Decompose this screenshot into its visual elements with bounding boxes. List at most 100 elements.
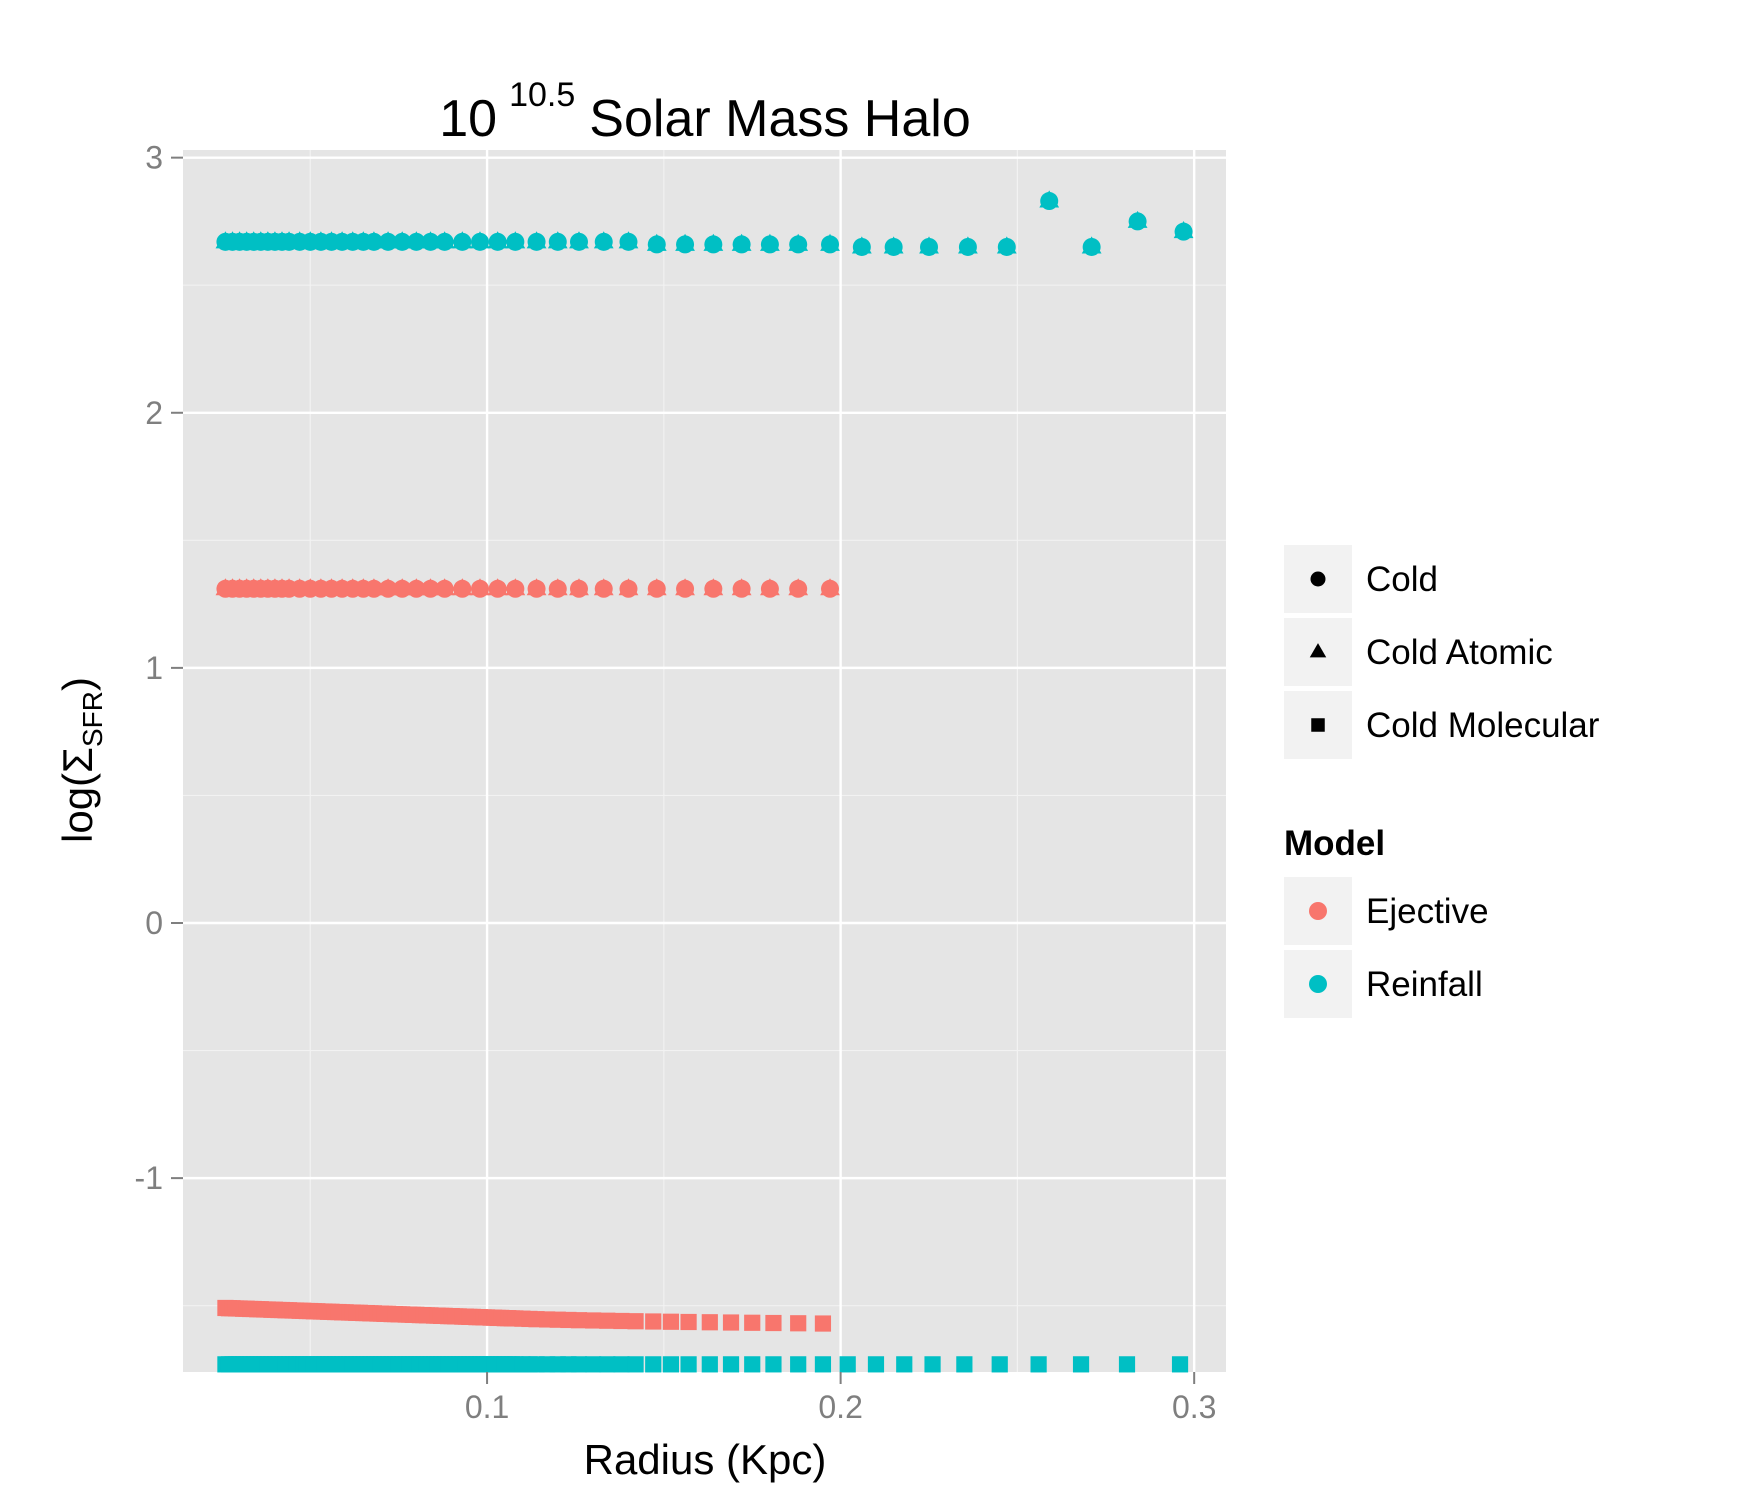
y-axis-title: log(ΣSFR) [54,677,108,843]
legend-color-label: Ejective [1366,892,1489,931]
ejective-cold-atomic-point [593,578,614,596]
ejective-cold-molecular-point [744,1314,761,1331]
ejective-cold-molecular-point [599,1312,616,1329]
reinfall-cold-molecular-point [991,1356,1008,1373]
y-axis-title-suffix: ) [54,677,101,691]
reinfall-cold-molecular-point [599,1356,616,1373]
reinfall-cold-molecular-point [570,1356,588,1373]
legend-triangle-icon [1309,643,1327,658]
ejective-cold-atomic-point [526,578,547,596]
reinfall-cold-atomic-point [406,231,427,249]
legend-color-swatch [1309,902,1327,920]
legend-shape-label: Cold Atomic [1366,633,1553,672]
ejective-cold-atomic-point [434,578,455,596]
ejective-cold-atomic-point [487,578,508,596]
reinfall-cold-molecular-point [867,1356,885,1373]
y-axis: -1 0 1 2 3 [135,140,183,1196]
y-tick-label: 1 [145,650,163,686]
reinfall-cold-atomic-point [378,231,398,249]
reinfall-cold-atomic-point [919,236,939,254]
ejective-cold-atomic-point [618,578,639,596]
ejective-cold-molecular-point [680,1313,697,1331]
reinfall-cold-atomic-point [646,233,667,251]
ejective-cold-molecular-point [765,1314,782,1332]
ejective-cold-atomic-point [788,578,809,596]
reinfall-cold-molecular-point [896,1356,913,1373]
ejective-cold-atomic-point [452,578,473,596]
reinfall-cold-molecular-point [722,1356,740,1373]
ejective-cold-atomic-point [675,578,695,596]
reinfall-cold-atomic-point [420,231,441,249]
ejective-cold-molecular-point [722,1314,740,1331]
reinfall-cold-atomic-point [731,233,752,251]
title-exponent: 10.5 [509,76,575,114]
reinfall-cold-atomic-point [703,233,724,251]
reinfall-cold-atomic-point [434,231,455,249]
reinfall-cold-atomic-point [820,233,840,251]
ejective-cold-molecular-point [627,1313,644,1330]
ejective-cold-atomic-point [505,578,526,596]
reinfall-cold-atomic-point [788,233,809,251]
reinfall-cold-atomic-point [760,233,780,251]
y-axis-title-prefix: log( [54,773,101,843]
reinfall-cold-molecular-point [1118,1356,1136,1373]
x-axis-title: Radius (Kpc) [584,1436,827,1483]
ejective-cold-atomic-point [646,578,667,596]
ejective-cold-atomic-point [392,578,413,596]
title-base: 10 [439,90,497,148]
reinfall-cold-atomic-point [487,231,508,249]
title-rest: Solar Mass Halo [589,90,970,148]
reinfall-cold-molecular-point [680,1356,697,1373]
reinfall-cold-molecular-point [765,1356,782,1373]
plot-panel [183,150,1226,1372]
reinfall-cold-atomic-point [1039,190,1060,208]
reinfall-cold-atomic-point [526,231,547,249]
ejective-cold-atomic-point [364,578,384,596]
reinfall-cold-atomic-point [958,236,978,254]
reinfall-cold-atomic-point [996,236,1017,254]
ejective-cold-atomic-point [470,578,490,596]
y-tick-label: 0 [145,905,163,941]
ejective-cold-atomic-point [731,578,752,596]
reinfall-cold-molecular-point [645,1356,662,1373]
reinfall-cold-molecular-point [1030,1356,1047,1373]
ejective-cold-atomic-point [703,578,724,596]
reinfall-cold-atomic-point [452,231,473,249]
legend-color-label: Reinfall [1366,965,1483,1004]
reinfall-cold-molecular-point [1072,1356,1090,1373]
ejective-cold-molecular-point [570,1312,588,1329]
ejective-cold-molecular-point [790,1315,807,1332]
ejective-cold-molecular-point [613,1312,630,1330]
reinfall-cold-molecular-point [1171,1356,1189,1373]
reinfall-cold-atomic-point [1127,210,1148,228]
legend-title: Model [1284,824,1385,863]
reinfall-cold-atomic-point [392,231,413,249]
y-tick-label: 3 [145,140,163,176]
data-points [215,190,1194,1373]
reinfall-cold-atomic-point [593,231,614,249]
reinfall-cold-molecular-point [839,1356,856,1373]
reinfall-cold-atomic-point [675,233,695,251]
reinfall-cold-molecular-point [956,1356,973,1373]
legend-color-swatch [1309,975,1327,993]
ejective-cold-atomic-point [569,578,589,596]
reinfall-cold-molecular-point [790,1356,807,1373]
ejective-cold-atomic-point [378,578,398,596]
x-tick-label: 0.2 [818,1389,862,1425]
major-gridlines [183,150,1226,1372]
reinfall-cold-molecular-point [627,1356,644,1373]
ejective-cold-atomic-point [760,578,780,596]
reinfall-cold-molecular-point [662,1356,680,1373]
x-tick-label: 0.3 [1172,1389,1216,1425]
reinfall-cold-atomic-point [1081,236,1102,254]
reinfall-cold-molecular-point [585,1356,602,1373]
legend-shape-label: Cold [1366,560,1438,599]
reinfall-cold-atomic-point [547,231,568,249]
reinfall-cold-molecular-point [613,1356,630,1373]
legend-shape-label: Cold Molecular [1366,706,1600,745]
reinfall-cold-molecular-point [744,1356,761,1373]
reinfall-cold-atomic-point [618,231,639,249]
ejective-cold-atomic-point [420,578,441,596]
y-axis-title-symbol: Σ [54,747,101,773]
reinfall-cold-atomic-point [1173,221,1194,239]
